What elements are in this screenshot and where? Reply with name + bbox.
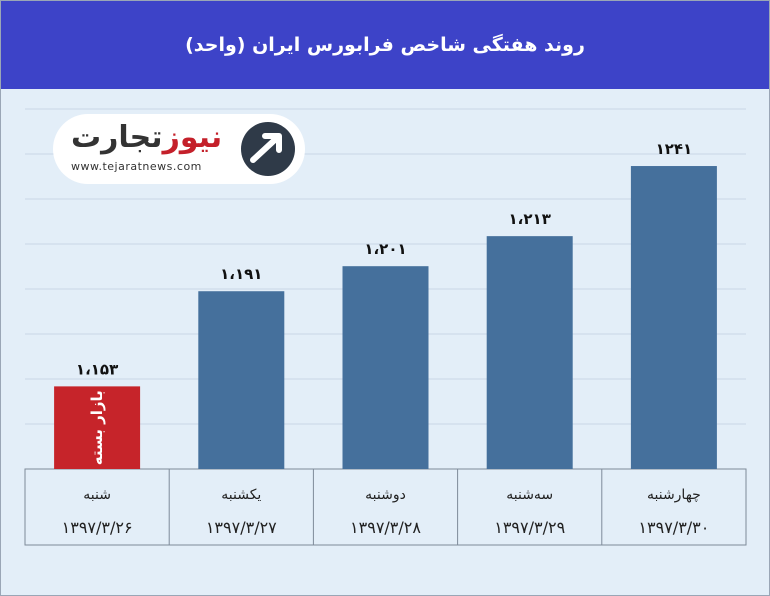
bar-value-label: ۱۲۴۱ bbox=[656, 140, 693, 158]
bar-4 bbox=[486, 236, 573, 469]
category-day-label: چهارشنبه bbox=[647, 487, 701, 503]
logo-wordmark-part2: تجارت bbox=[71, 120, 163, 155]
logo-wordmark-part1: نیوز bbox=[162, 120, 223, 155]
category-date-label: ۱۳۹۷/۳/۲۹ bbox=[494, 518, 565, 537]
bar-1 bbox=[54, 386, 141, 469]
bar-value-label: ۱،۱۵۳ bbox=[76, 360, 118, 378]
bar-2 bbox=[198, 291, 285, 469]
bar-5 bbox=[630, 166, 717, 470]
category-day-label: شنبه bbox=[83, 487, 111, 503]
category-day-label: سه‌شنبه bbox=[506, 487, 553, 503]
chart-title: روند هفتگی شاخص فرابورس ایران (واحد) bbox=[1, 1, 769, 89]
category-date-label: ۱۳۹۷/۳/۲۶ bbox=[62, 518, 133, 537]
category-date-label: ۱۳۹۷/۳/۲۷ bbox=[206, 518, 277, 537]
bar-value-label: ۱،۲۱۳ bbox=[509, 210, 551, 228]
bar-value-label: ۱،۲۰۱ bbox=[364, 240, 406, 258]
category-date-label: ۱۳۹۷/۳/۲۸ bbox=[350, 518, 421, 537]
category-date-label: ۱۳۹۷/۳/۳۰ bbox=[638, 518, 709, 537]
bar-3 bbox=[342, 266, 429, 469]
category-day-label: یکشنبه bbox=[221, 487, 261, 503]
category-day-label: دوشنبه bbox=[365, 487, 406, 503]
tejaratnews-logo: نیوزتجارت www.tejaratnews.com bbox=[53, 114, 305, 184]
logo-wordmark: نیوزتجارت bbox=[71, 120, 222, 155]
market-closed-label: بازار بسته bbox=[88, 390, 106, 465]
bar-value-label: ۱،۱۹۱ bbox=[220, 265, 262, 283]
category-table bbox=[24, 468, 747, 546]
logo-emblem-icon bbox=[241, 122, 295, 176]
logo-url: www.tejaratnews.com bbox=[71, 160, 202, 173]
